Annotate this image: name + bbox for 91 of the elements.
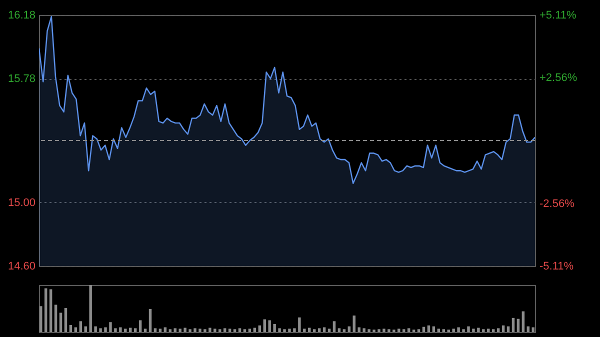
bar xyxy=(477,328,480,332)
bar xyxy=(99,328,102,332)
bar xyxy=(378,329,380,332)
bar xyxy=(64,308,68,332)
bar xyxy=(442,329,445,332)
bar xyxy=(407,328,410,332)
bar xyxy=(512,318,515,332)
bar xyxy=(487,328,490,332)
bar xyxy=(69,324,72,332)
bar xyxy=(39,306,42,332)
bar xyxy=(148,308,152,332)
bar xyxy=(472,328,475,332)
bar xyxy=(516,318,520,332)
bar xyxy=(89,285,92,332)
bar xyxy=(332,321,336,332)
y2-tick-label: -2.56% xyxy=(540,198,575,210)
bar xyxy=(482,329,485,332)
bar xyxy=(283,329,286,332)
y-tick-label: 15.00 xyxy=(8,196,36,209)
bar xyxy=(114,328,117,332)
bar xyxy=(437,328,440,332)
bar xyxy=(522,311,525,332)
bar xyxy=(298,317,301,332)
bar xyxy=(402,329,406,332)
bar xyxy=(293,328,296,332)
bar xyxy=(452,328,455,332)
bar xyxy=(248,328,252,332)
y2-tick-label: +5.11% xyxy=(540,10,577,22)
bar xyxy=(233,329,236,332)
bar xyxy=(362,328,366,332)
bar xyxy=(338,328,341,332)
bar xyxy=(84,326,87,332)
bar xyxy=(198,328,202,332)
bar xyxy=(188,329,192,332)
bar xyxy=(358,327,360,332)
bar xyxy=(467,326,470,332)
bar xyxy=(168,329,172,332)
bar xyxy=(273,324,276,332)
y2-tick-label: +2.56% xyxy=(540,72,578,84)
bar xyxy=(258,325,262,332)
bar xyxy=(194,328,196,332)
bar xyxy=(278,328,281,332)
bar xyxy=(342,329,346,332)
bar xyxy=(79,321,82,332)
y-tick-label: 15.78 xyxy=(8,73,36,86)
bar xyxy=(158,328,162,332)
bar xyxy=(94,326,97,332)
bar xyxy=(184,328,186,332)
bar xyxy=(174,328,176,332)
bar xyxy=(427,325,430,332)
bar xyxy=(398,328,400,332)
bar xyxy=(502,325,505,332)
bar xyxy=(496,328,500,332)
bar xyxy=(417,329,420,332)
bar xyxy=(303,328,306,332)
bar xyxy=(492,329,495,332)
bar xyxy=(328,328,331,332)
bar xyxy=(288,328,291,332)
bar xyxy=(134,328,137,332)
bar xyxy=(44,288,48,332)
y-tick-label: 14.60 xyxy=(8,260,36,272)
bar xyxy=(243,329,246,332)
bar xyxy=(144,328,147,332)
bar xyxy=(178,328,182,332)
bar xyxy=(238,328,242,332)
bar xyxy=(382,328,386,332)
bar xyxy=(204,329,206,332)
bar xyxy=(104,327,107,332)
bar xyxy=(352,316,356,332)
bar xyxy=(59,312,62,332)
bar xyxy=(457,327,460,332)
bar xyxy=(208,328,212,332)
bar xyxy=(218,329,222,332)
bar xyxy=(54,304,58,332)
bar xyxy=(109,322,112,332)
y-tick-label: 16.18 xyxy=(8,10,36,22)
bar xyxy=(462,329,465,332)
y2-tick-label: -5.11% xyxy=(540,260,574,272)
bar xyxy=(154,328,157,332)
bar xyxy=(223,328,226,332)
bar xyxy=(388,329,390,332)
bar xyxy=(124,328,127,332)
bar xyxy=(312,329,316,332)
bar xyxy=(263,319,266,332)
bar xyxy=(119,327,122,332)
bar xyxy=(268,320,271,332)
bar xyxy=(228,328,232,332)
bar xyxy=(214,328,216,332)
bar xyxy=(318,328,321,332)
bar xyxy=(368,329,370,332)
bar xyxy=(49,289,52,332)
